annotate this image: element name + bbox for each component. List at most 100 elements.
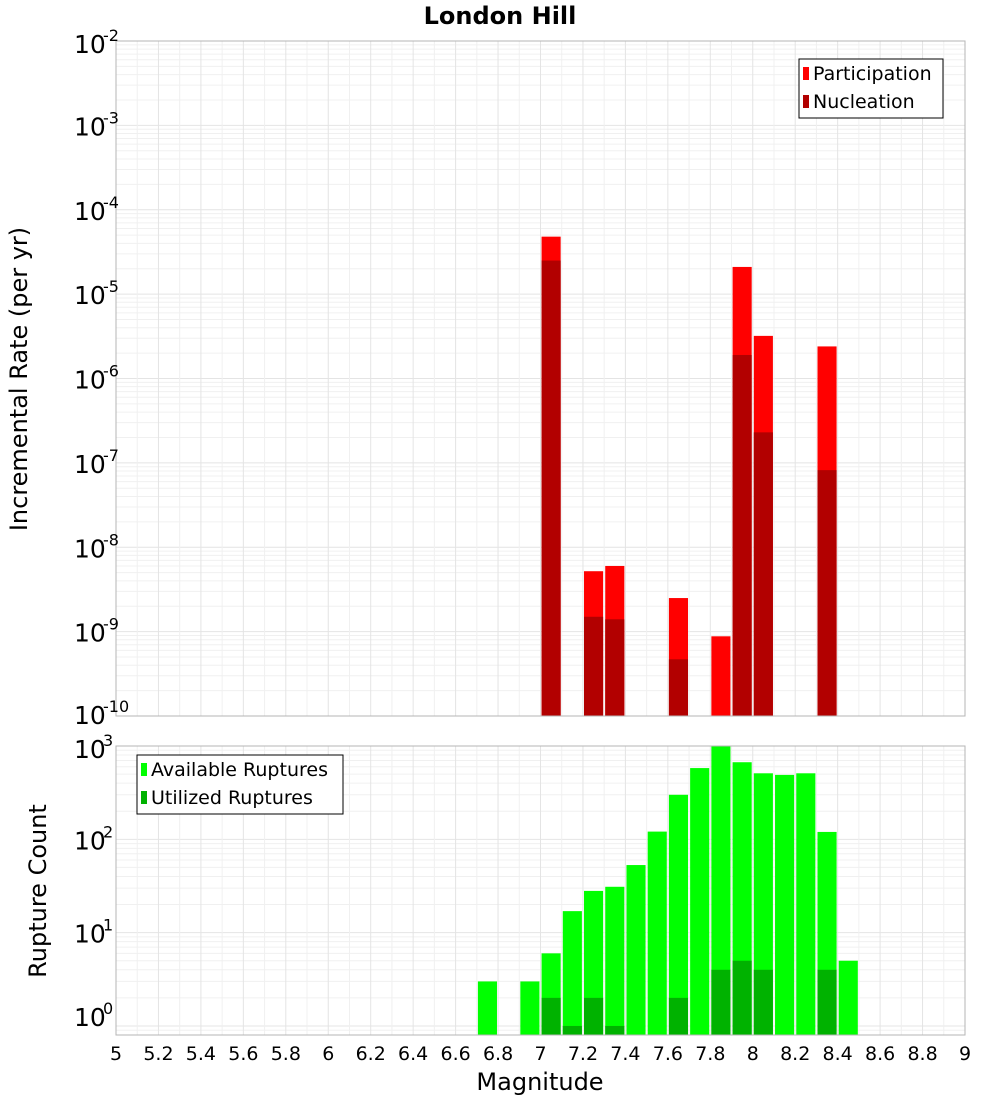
nucleation-bar: [584, 616, 604, 716]
x-tick-label: 5.6: [228, 1043, 258, 1065]
y-tick-exponent: 3: [103, 731, 113, 750]
y-tick-exponent: -3: [103, 108, 119, 127]
x-tick-label: 5.8: [271, 1043, 301, 1065]
y-tick-label: 10: [74, 920, 106, 949]
nucleation-bar: [753, 432, 773, 716]
rate-bars: [541, 236, 837, 716]
nucleation-bar: [605, 619, 625, 716]
y-tick-exponent: -4: [103, 193, 119, 212]
nucleation-bar: [541, 260, 561, 716]
utilized-ruptures-bar: [541, 997, 561, 1035]
nucleation-bar: [732, 354, 752, 716]
rate-legend: Participation Nucleation: [798, 58, 944, 119]
count-legend-box: [136, 754, 344, 815]
chart-title: London Hill: [424, 2, 577, 30]
x-tick-label: 6.2: [356, 1043, 386, 1065]
y-tick-exponent: -9: [103, 615, 119, 634]
x-tick-label: 5.4: [186, 1043, 216, 1065]
utilized-legend-swatch: [141, 791, 147, 804]
nucleation-legend-swatch: [803, 95, 809, 108]
x-tick-label: 8.8: [907, 1043, 937, 1065]
rate-plot-frame: [115, 40, 966, 717]
y-tick-label: 10: [74, 735, 106, 764]
x-tick-label: 7.2: [568, 1043, 598, 1065]
y-tick-label: 10: [74, 826, 106, 855]
utilized-ruptures-bar: [605, 1025, 625, 1035]
y-tick-exponent: -8: [103, 530, 119, 549]
count-y-axis-label: Rupture Count: [24, 804, 52, 978]
available-ruptures-bar: [520, 981, 540, 1035]
x-tick-label: 5.2: [143, 1043, 173, 1065]
y-tick-exponent: 0: [103, 999, 113, 1018]
x-tick-label: 6.4: [398, 1043, 428, 1065]
available-ruptures-bar: [626, 865, 646, 1035]
y-tick-exponent: -5: [103, 277, 119, 296]
x-tick-label: 5: [110, 1043, 122, 1065]
rate-gridlines: [115, 40, 966, 717]
x-tick-label: 8: [747, 1043, 759, 1065]
x-tick-label: 8.6: [865, 1043, 895, 1065]
participation-legend-swatch: [803, 67, 809, 80]
x-tick-label: 6.8: [483, 1043, 513, 1065]
available-ruptures-bar: [562, 911, 582, 1035]
y-tick-label: 10: [74, 534, 106, 563]
y-tick-label: 10: [74, 281, 106, 310]
available-ruptures-bar: [838, 960, 858, 1035]
y-tick-exponent: 1: [103, 916, 113, 935]
y-tick-label: 10: [74, 112, 106, 141]
y-tick-exponent: -10: [103, 697, 129, 716]
utilized-ruptures-bar: [753, 969, 773, 1035]
y-tick-exponent: -7: [103, 446, 119, 465]
available-legend-swatch: [141, 763, 147, 776]
count-plot-frame: [115, 745, 966, 1036]
available-ruptures-bar: [775, 774, 795, 1035]
utilized-ruptures-bar: [711, 969, 731, 1035]
rate-y-axis-label: Incremental Rate (per yr): [5, 227, 33, 531]
nucleation-bar: [668, 659, 689, 716]
y-tick-label: 10: [74, 450, 106, 479]
x-tick-label: 8.4: [823, 1043, 853, 1065]
available-ruptures-bar: [711, 746, 731, 1035]
y-tick-label: 10: [74, 1003, 106, 1032]
x-tick-label: 6: [322, 1043, 334, 1065]
available-ruptures-bar: [605, 886, 625, 1035]
x-tick-label: 7.8: [695, 1043, 725, 1065]
x-tick-label: 7: [534, 1043, 546, 1065]
nucleation-legend-label: Nucleation: [813, 91, 915, 113]
x-tick-label: 9: [959, 1043, 971, 1065]
x-axis-label: Magnitude: [476, 1068, 603, 1096]
utilized-ruptures-bar: [668, 997, 689, 1035]
y-tick-label: 10: [74, 30, 106, 59]
y-tick-label: 10: [74, 197, 106, 226]
rate-legend-box: [798, 58, 944, 119]
available-ruptures-bar: [668, 794, 689, 1035]
x-tick-label: 7.6: [653, 1043, 683, 1065]
y-tick-exponent: -2: [103, 26, 119, 45]
x-tick-label: 7.4: [610, 1043, 640, 1065]
available-ruptures-bar: [647, 831, 667, 1035]
available-ruptures-bar: [690, 768, 710, 1035]
utilized-ruptures-bar: [732, 960, 752, 1035]
participation-legend-label: Participation: [813, 63, 932, 85]
nucleation-bar: [817, 470, 837, 716]
y-tick-label: 10: [74, 366, 106, 395]
utilized-ruptures-bar: [562, 1025, 582, 1035]
available-legend-label: Available Ruptures: [151, 759, 328, 781]
available-ruptures-bar: [477, 981, 497, 1035]
y-tick-label: 10: [74, 619, 106, 648]
utilized-ruptures-bar: [584, 997, 604, 1035]
x-tick-label: 6.6: [440, 1043, 470, 1065]
x-tick-labels: 5 5.2 5.4 5.6 5.8 6 6.2 6.4 6.6 6.8 7 7.2 7.4 7.6 7.8 8…: [110, 1043, 971, 1065]
utilized-ruptures-bar: [817, 969, 837, 1035]
count-bars: [477, 746, 858, 1035]
x-tick-label: 8.2: [780, 1043, 810, 1065]
count-legend: Available Ruptures Utilized Ruptures: [136, 754, 344, 815]
available-ruptures-bar: [796, 773, 816, 1035]
participation-bar: [711, 636, 731, 716]
available-ruptures-bar: [753, 773, 773, 1035]
